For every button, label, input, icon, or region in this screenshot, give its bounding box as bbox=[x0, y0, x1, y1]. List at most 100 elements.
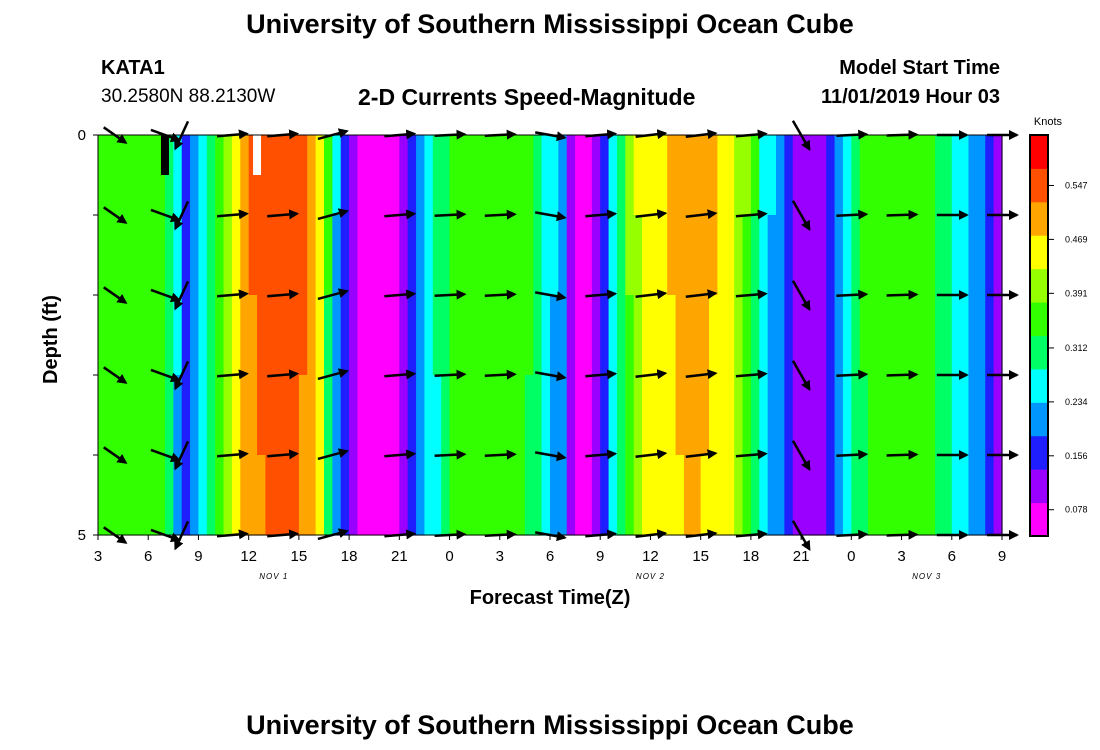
heatmap-cell bbox=[809, 455, 819, 536]
heatmap-cell bbox=[742, 455, 752, 536]
heatmap-cell bbox=[257, 215, 267, 296]
heatmap-cell bbox=[324, 295, 333, 376]
heatmap-cell bbox=[918, 455, 928, 536]
heatmap-cell bbox=[324, 455, 333, 536]
heatmap-cell bbox=[616, 455, 626, 536]
heatmap-cell bbox=[332, 375, 342, 456]
heatmap-cell bbox=[441, 295, 451, 376]
colorbar-band bbox=[1030, 469, 1048, 504]
heatmap-cell bbox=[792, 135, 802, 216]
x-tick-label: 3 bbox=[496, 548, 504, 565]
heatmap-cell bbox=[156, 455, 166, 536]
heatmap-cell bbox=[533, 375, 543, 456]
heatmap-cell bbox=[173, 295, 183, 376]
heatmap-cell bbox=[633, 215, 643, 296]
heatmap-cell bbox=[968, 455, 978, 536]
heatmap-cell bbox=[625, 375, 635, 456]
heatmap-cell bbox=[390, 295, 400, 376]
heatmap-cell bbox=[148, 455, 158, 536]
heatmap-cell bbox=[909, 135, 919, 216]
heatmap-cell bbox=[365, 295, 375, 376]
heatmap-cell bbox=[667, 375, 677, 456]
heatmap-cell bbox=[282, 375, 292, 456]
colorbar-tick-label: 0.078 bbox=[1065, 505, 1088, 515]
heatmap-cell bbox=[566, 455, 576, 536]
heatmap-cell bbox=[491, 135, 501, 216]
heatmap-cell bbox=[390, 135, 400, 216]
heatmap-cell bbox=[700, 455, 710, 536]
current-vector-arrow bbox=[484, 209, 517, 220]
heatmap-cell bbox=[156, 215, 166, 296]
heatmap-cell bbox=[466, 375, 476, 456]
heatmap-cell bbox=[918, 135, 928, 216]
heatmap-cell bbox=[826, 375, 836, 456]
heatmap-cell bbox=[240, 135, 250, 216]
heatmap-cell bbox=[868, 295, 878, 376]
heatmap-cell bbox=[683, 455, 693, 536]
heatmap-cell bbox=[173, 135, 183, 216]
heatmap-cell bbox=[424, 455, 434, 536]
heatmap-cell bbox=[516, 295, 526, 376]
heatmap-cell bbox=[675, 135, 685, 216]
heatmap-cell bbox=[298, 215, 308, 296]
heatmap-cell bbox=[98, 295, 107, 376]
heatmap-cell bbox=[240, 215, 250, 296]
heatmap-cell bbox=[650, 295, 660, 376]
heatmap-cell bbox=[918, 215, 928, 296]
heatmap-cell bbox=[650, 455, 660, 536]
heatmap-cell bbox=[223, 375, 233, 456]
heatmap-cell bbox=[935, 215, 945, 296]
y-tick-label: 5 bbox=[78, 527, 86, 544]
heatmap-cell bbox=[524, 215, 534, 296]
heatmap-cell bbox=[985, 215, 995, 296]
heatmap-cell bbox=[935, 375, 945, 456]
heatmap-cell bbox=[457, 375, 467, 456]
heatmap-cell bbox=[340, 295, 350, 376]
heatmap-cell bbox=[943, 135, 953, 216]
heatmap-cell bbox=[658, 215, 668, 296]
heatmap-cell bbox=[416, 455, 426, 536]
heatmap-cell bbox=[658, 295, 668, 376]
heatmap-cell bbox=[215, 455, 225, 536]
colorbar-tick-label: 0.234 bbox=[1065, 397, 1088, 407]
heatmap-cell bbox=[859, 375, 869, 456]
heatmap-cell bbox=[206, 295, 216, 376]
heatmap-cell bbox=[273, 295, 283, 376]
heatmap-cell bbox=[106, 455, 116, 536]
heatmap-cell bbox=[340, 375, 350, 456]
x-tick-label: 18 bbox=[743, 548, 760, 565]
heatmap-cell bbox=[190, 215, 200, 296]
current-vector-arrow bbox=[735, 289, 768, 300]
heatmap-cell bbox=[842, 295, 852, 376]
model-start-label: Model Start Time bbox=[839, 57, 1000, 79]
heatmap-cell bbox=[692, 375, 702, 456]
heatmap-cell bbox=[901, 295, 911, 376]
heatmap-cell bbox=[725, 375, 735, 456]
heatmap-cell bbox=[357, 295, 367, 376]
heatmap-cell bbox=[541, 455, 551, 536]
x-tick-label: 0 bbox=[847, 548, 855, 565]
x-tick-label: 21 bbox=[793, 548, 810, 565]
heatmap-cell bbox=[390, 375, 400, 456]
heatmap-cell bbox=[457, 215, 467, 296]
heatmap-cell bbox=[985, 295, 995, 376]
heatmap-cell bbox=[951, 215, 961, 296]
heatmap-cell bbox=[349, 215, 359, 296]
heatmap-cell bbox=[985, 455, 995, 536]
x-tick-label: 3 bbox=[94, 548, 102, 565]
surface-markers bbox=[160, 135, 262, 175]
heatmap-cell bbox=[223, 455, 233, 536]
heatmap-cell bbox=[332, 455, 342, 536]
heatmap-cell bbox=[918, 295, 928, 376]
heatmap-cell bbox=[717, 215, 727, 296]
heatmap-cell bbox=[424, 135, 434, 216]
heatmap-cell bbox=[541, 135, 551, 216]
current-vector-arrow bbox=[534, 211, 567, 222]
heatmap-cell bbox=[909, 375, 919, 456]
heatmap-cell bbox=[190, 295, 200, 376]
heatmap-cell bbox=[566, 295, 576, 376]
footer-title: University of Southern Mississippi Ocean… bbox=[246, 710, 854, 740]
heatmap-cell bbox=[223, 135, 233, 216]
heatmap-cell bbox=[374, 215, 384, 296]
heatmap-cell bbox=[98, 455, 107, 536]
